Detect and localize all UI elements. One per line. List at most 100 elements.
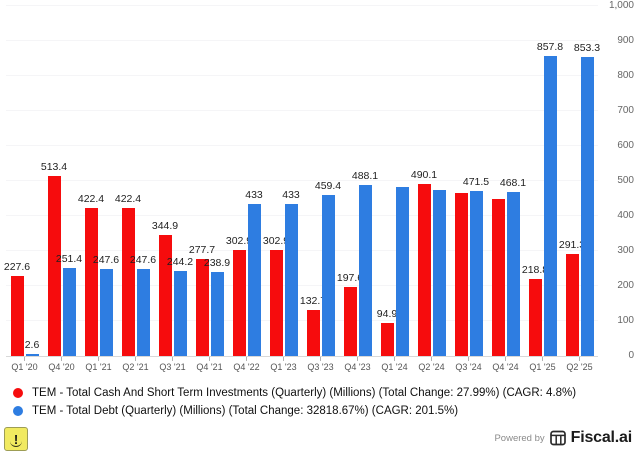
bar-slot: 247.6 [130,6,156,356]
bar-debt-q420[interactable] [62,268,76,356]
y-tick-label: 200 [617,280,634,291]
bar-value-label: 422.4 [114,193,142,205]
x-cell: Q2 '24 [413,357,450,372]
bar-group: 197.6 488.1 [337,6,379,356]
x-tick-label: Q1 '24 [381,362,408,372]
y-tick-label: 1,000 [608,0,634,11]
x-tick [98,357,99,361]
y-tick-label: 500 [617,175,634,186]
bar-cash-q421[interactable] [195,259,209,356]
bar-cash-q321[interactable] [158,235,172,356]
x-tick-label: Q4 '20 [48,362,75,372]
bar-slot: 132.7 [300,6,326,356]
bar-slot [432,6,446,356]
x-tick-label: Q3 '21 [159,362,186,372]
bar-cash-q420[interactable] [47,176,61,356]
bar-value-label: 244.2 [166,256,194,268]
bar-groups: 227.6 2.6 513.4 251.4 422.4 247.6 422.4 247.6 34… [4,6,600,356]
bar-slot: 468.1 [500,6,526,356]
bar-debt-q225[interactable] [580,57,594,356]
x-cell: Q4 '23 [339,357,376,372]
x-tick-label: Q4 '21 [196,362,223,372]
bar-slot: 459.4 [315,6,341,356]
bar-cash-q224[interactable] [417,184,431,356]
bar-debt-q321[interactable] [173,271,187,356]
bar-debt-q123[interactable] [284,204,298,356]
bar-debt-q323[interactable] [321,195,335,356]
bar-cash-q124[interactable] [380,323,394,356]
bar-debt-q423[interactable] [358,185,372,356]
bar-debt-q424[interactable] [506,192,520,356]
y-tick-label: 100 [617,315,634,326]
bar-cash-q424[interactable] [491,199,505,356]
bar-debt-q221[interactable] [136,269,150,356]
x-tick [542,357,543,361]
bar-value-label: 302.9 [262,235,290,247]
bar-debt-q125[interactable] [543,56,557,356]
bar-value-label: 433 [245,189,263,201]
bar-slot: 344.9 [152,6,178,356]
bar-cash-q422[interactable] [232,250,246,356]
bar-cash-q121[interactable] [84,208,98,356]
bar-value-label: 227.6 [3,261,31,273]
x-tick-label: Q3 '24 [455,362,482,372]
y-tick-label: 800 [617,70,634,81]
bar-debt-q121[interactable] [99,269,113,356]
x-tick-label: Q4 '22 [233,362,260,372]
bar-cash-q123[interactable] [269,250,283,356]
x-tick [357,357,358,361]
x-cell: Q3 '23 [302,357,339,372]
bar-slot: 302.9 [263,6,289,356]
x-tick [579,357,580,361]
y-tick-label: 600 [617,140,634,151]
x-tick [135,357,136,361]
bar-cash-q423[interactable] [343,287,357,356]
bar-debt-q422[interactable] [247,204,261,356]
bar-value-label: 471.5 [462,176,490,188]
bar-cash-q120[interactable] [10,276,24,356]
y-tick-label: 300 [617,245,634,256]
bar-cash-q324[interactable] [454,193,468,356]
y-tick-label: 700 [617,105,634,116]
y-axis: 0 100 200 300 400 500 600 700 800 900 1,000 [600,0,636,361]
bar-cash-q125[interactable] [528,279,542,356]
bar-group: 490.1 [411,6,450,356]
bar-group: 227.6 2.6 [4,6,43,356]
bar-group: 277.7 238.9 [189,6,230,356]
bar-slot: 302.9 [226,6,252,356]
bar-slot: 277.7 [189,6,215,356]
bar-debt-q421[interactable] [210,272,224,356]
legend-marker-cash-icon [13,388,23,398]
bar-slot: 227.6 [4,6,30,356]
gridline [6,215,598,216]
x-cell: Q1 '21 [80,357,117,372]
bar-debt-q324[interactable] [469,191,483,356]
bar-slot: 853.3 [574,6,600,356]
x-tick [505,357,506,361]
legend: TEM - Total Cash And Short Term Investme… [13,384,576,420]
bar-debt-q224[interactable] [432,190,446,356]
bar-value-label: 459.4 [314,180,342,192]
bar-slot: 94.9 [377,6,397,356]
plot-area: 227.6 2.6 513.4 251.4 422.4 247.6 422.4 247.6 34… [4,5,600,357]
powered-by-link[interactable]: Powered by Fiscal.ai [494,429,632,447]
bar-cash-q221[interactable] [121,208,135,356]
bar-value-label: 422.4 [77,193,105,205]
x-tick-label: Q1 '25 [529,362,556,372]
x-tick [394,357,395,361]
bar-debt-q120[interactable] [25,354,39,356]
bar-cash-q323[interactable] [306,310,320,356]
bar-slot: 244.2 [167,6,193,356]
bar-slot: 218.8 [522,6,548,356]
x-axis: Q1 '20 Q4 '20 Q1 '21 Q2 '21 Q3 '21 Q4 '21 Q4 '… [6,357,598,372]
bar-group: 422.4 247.6 [77,6,119,356]
bar-value-label: 302.9 [225,235,253,247]
bar-value-label: 251.4 [55,253,83,265]
bar-value-label: 488.1 [351,170,379,182]
bar-slot: 422.4 [115,6,141,356]
bar-value-label: 94.9 [376,308,398,320]
bar-debt-q124[interactable] [395,187,409,356]
bar-cash-q225[interactable] [565,254,579,356]
x-cell: Q1 '20 [6,357,43,372]
